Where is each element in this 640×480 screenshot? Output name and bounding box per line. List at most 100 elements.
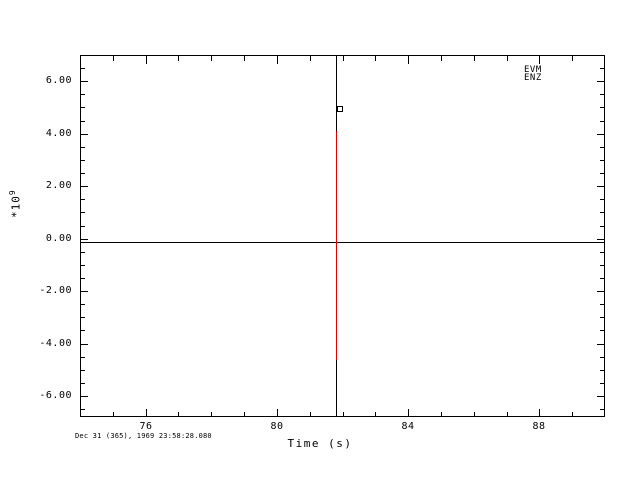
x-axis-tick-label: 84 [401,421,415,432]
x-axis-tick-minor [244,412,245,417]
y-axis-tick-minor [600,317,605,318]
y-axis-tick-label: -4.00 [39,338,72,349]
y-axis-tick-minor [80,121,85,122]
start-time-label: Dec 31 (365), 1969 23:58:28.080 [75,432,212,440]
y-axis-tick-label: 6.00 [45,75,72,86]
y-axis-tick-major [80,291,88,292]
y-axis-tick-major [80,81,88,82]
y-axis-tick-major [597,81,605,82]
y-axis-tick-minor [80,199,85,200]
y-axis-tick-minor [80,383,85,384]
y-axis-title: *109 [8,189,23,218]
x-axis-tick-label: 76 [139,421,153,432]
x-axis-tick-minor [572,56,573,61]
x-axis-tick-major [277,56,278,64]
y-axis-tick-minor [80,370,85,371]
y-axis-tick-minor [80,317,85,318]
y-axis-tick-major [597,134,605,135]
y-axis-tick-minor [600,107,605,108]
y-axis-tick-minor [600,330,605,331]
y-axis-tick-minor [80,278,85,279]
y-axis-tick-minor [80,212,85,213]
x-axis-tick-minor [375,412,376,417]
y-axis-tick-minor [600,278,605,279]
x-axis-title: Time (s) [287,437,353,450]
x-axis-tick-major [146,409,147,417]
y-axis-tick-minor [600,265,605,266]
x-axis-tick-minor [343,56,344,61]
trace-spike-enz [336,131,337,360]
y-axis-tick-major [597,344,605,345]
y-axis-mantissa: *10 [9,195,23,218]
x-axis-tick-minor [244,56,245,61]
y-axis-tick-minor [600,409,605,410]
y-axis-tick-minor [80,173,85,174]
x-axis-tick-major [277,409,278,417]
x-axis-tick-major [408,56,409,64]
y-axis-tick-minor [80,147,85,148]
y-axis-tick-minor [80,330,85,331]
legend-item-evm: EVM [524,65,542,75]
x-axis-tick-major [408,409,409,417]
x-axis-tick-minor [343,412,344,417]
y-axis-tick-minor [600,121,605,122]
x-axis-tick-minor [507,56,508,61]
y-axis-tick-label: 2.00 [45,180,72,191]
y-axis-tick-minor [80,357,85,358]
y-axis-tick-major [80,186,88,187]
y-axis-tick-minor [600,68,605,69]
x-axis-tick-minor [375,56,376,61]
trace-baseline-evm [81,242,604,243]
y-axis-tick-label: 4.00 [45,128,72,139]
y-axis-tick-major [597,291,605,292]
x-axis-tick-label: 80 [270,421,284,432]
x-axis-tick-minor [310,56,311,61]
y-axis-tick-major [597,239,605,240]
pick-marker-icon [337,106,343,112]
y-axis-tick-minor [80,226,85,227]
y-axis-tick-minor [600,94,605,95]
y-axis-tick-minor [80,107,85,108]
y-axis-tick-minor [80,409,85,410]
plot-frame [80,55,605,417]
y-axis-tick-minor [80,304,85,305]
legend-item-enz: ENZ [524,73,542,83]
x-axis-tick-minor [507,412,508,417]
y-axis-tick-label: 0.00 [45,233,72,244]
x-axis-tick-major [539,409,540,417]
y-axis-tick-major [80,396,88,397]
y-axis-tick-minor [600,199,605,200]
x-axis-tick-minor [113,412,114,417]
x-axis-tick-minor [211,56,212,61]
x-axis-tick-minor [474,412,475,417]
x-axis-tick-major [146,56,147,64]
y-axis-tick-minor [80,94,85,95]
y-axis-tick-minor [80,68,85,69]
y-axis-tick-minor [600,252,605,253]
x-axis-tick-minor [211,412,212,417]
x-axis-tick-minor [474,56,475,61]
x-axis-tick-minor [178,56,179,61]
x-axis-tick-minor [441,56,442,61]
y-axis-tick-minor [600,226,605,227]
y-axis-tick-minor [600,383,605,384]
legend: EVM ENZ [524,65,542,83]
y-axis-tick-minor [600,304,605,305]
trace-spike-evm-upper [336,56,337,131]
x-axis-tick-minor [310,412,311,417]
y-axis-tick-minor [600,370,605,371]
x-axis-tick-minor [178,412,179,417]
y-axis-tick-label: -2.00 [39,285,72,296]
y-axis-tick-minor [80,265,85,266]
y-axis-tick-minor [80,252,85,253]
y-axis-tick-minor [600,173,605,174]
x-axis-tick-minor [572,412,573,417]
y-axis-exponent: 9 [8,189,17,196]
y-axis-tick-minor [600,160,605,161]
y-axis-tick-major [597,186,605,187]
y-axis-tick-label: -6.00 [39,390,72,401]
y-axis-tick-minor [600,357,605,358]
y-axis-tick-major [597,396,605,397]
x-axis-tick-minor [113,56,114,61]
